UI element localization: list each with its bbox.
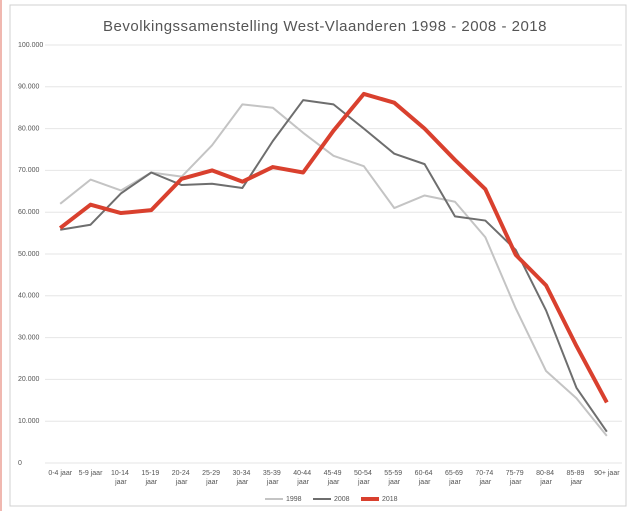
series-line xyxy=(58,91,609,404)
x-tick-label-part: jaar xyxy=(570,479,583,486)
x-tick-label: 35-39 jaar xyxy=(263,470,283,486)
y-tick-label: 30.000 xyxy=(18,334,40,341)
x-tick-label-part: 75-79 xyxy=(506,470,526,477)
x-tick-label-part: 50-54 xyxy=(354,470,374,477)
x-tick-label-part: 45-49 xyxy=(324,470,344,477)
y-tick-label: 90.000 xyxy=(18,84,40,91)
x-tick-label: 15-19 jaar xyxy=(141,470,161,486)
y-tick-label: 50.000 xyxy=(18,251,40,258)
y-tick-label: 60.000 xyxy=(18,209,40,216)
x-tick-label: 65-69 jaar xyxy=(445,470,465,486)
x-tick-label-part: jaar xyxy=(418,479,431,486)
x-tick-label: 80-84 jaar xyxy=(536,470,556,486)
x-tick-label: 70-74 jaar xyxy=(475,470,495,486)
x-tick-label-part: jaar xyxy=(114,479,127,486)
x-tick-label-part: 40-44 xyxy=(293,470,313,477)
legend-label: 1998 xyxy=(286,496,302,503)
y-tick-label: 100.000 xyxy=(18,42,43,49)
chart-frame xyxy=(9,4,627,507)
x-tick-label-part: 35-39 xyxy=(263,470,283,477)
x-tick-label: 55-59 jaar xyxy=(384,470,404,486)
y-tick-label: 70.000 xyxy=(18,167,40,174)
x-tick-label-part: 30-34 xyxy=(232,470,252,477)
y-tick-label: 0 xyxy=(18,460,22,467)
x-tick-label-part: 65-69 xyxy=(445,470,465,477)
series-line xyxy=(60,99,608,433)
y-tick-label: 10.000 xyxy=(18,418,40,425)
x-tick-label: 85-89 jaar xyxy=(567,470,587,486)
x-tick-label-part: jaar xyxy=(387,479,400,486)
legend-label: 2018 xyxy=(382,496,398,503)
y-tick-label: 40.000 xyxy=(18,293,40,300)
x-tick-label: 45-49 jaar xyxy=(324,470,344,486)
x-tick-label: 60-64 jaar xyxy=(415,470,435,486)
x-tick-label: 5-9 jaar xyxy=(79,470,103,477)
x-tick-label: 30-34 jaar xyxy=(232,470,252,486)
x-tick-label-part: jaar xyxy=(539,479,552,486)
x-tick-label-part: jaar xyxy=(175,479,188,486)
y-tick-label: 80.000 xyxy=(18,125,40,132)
x-tick-label-part: 60-64 xyxy=(415,470,435,477)
x-tick-label-part: 20-24 xyxy=(172,470,192,477)
x-tick-label-part: 85-89 xyxy=(567,470,587,477)
x-tick-label-part: jaar xyxy=(448,479,461,486)
legend-label: 2008 xyxy=(334,496,350,503)
x-tick-label-part: jaar xyxy=(327,479,340,486)
x-tick-label-part: jaar xyxy=(509,479,522,486)
x-tick-label-part: jaar xyxy=(478,479,491,486)
x-tick-label: 20-24 jaar xyxy=(172,470,192,486)
chart-title: Bevolkingssamenstelling West-Vlaanderen … xyxy=(103,18,547,35)
x-tick-label-part: jaar xyxy=(205,479,218,486)
x-tick-label-part: jaar xyxy=(236,479,249,486)
x-tick-label-part: jaar xyxy=(144,479,157,486)
x-tick-label: 10-14 jaar xyxy=(111,470,131,486)
x-tick-label: 40-44 jaar xyxy=(293,470,313,486)
x-tick-label-part: 15-19 xyxy=(141,470,161,477)
x-tick-label-part: jaar xyxy=(266,479,279,486)
x-tick-label: 75-79 jaar xyxy=(506,470,526,486)
x-tick-label: 50-54 jaar xyxy=(354,470,374,486)
x-tick-label-part: 55-59 xyxy=(384,470,404,477)
x-tick-label-part: jaar xyxy=(357,479,370,486)
x-tick-label-part: 70-74 xyxy=(475,470,495,477)
x-tick-label-part: 80-84 xyxy=(536,470,556,477)
x-tick-label: 0-4 jaar xyxy=(48,470,72,477)
x-tick-label-part: jaar xyxy=(296,479,309,486)
x-tick-label: 90+ jaar xyxy=(594,470,620,477)
x-tick-label: 25-29 jaar xyxy=(202,470,222,486)
x-tick-label-part: 25-29 xyxy=(202,470,222,477)
y-tick-label: 20.000 xyxy=(18,376,40,383)
x-tick-label-part: 10-14 xyxy=(111,470,131,477)
